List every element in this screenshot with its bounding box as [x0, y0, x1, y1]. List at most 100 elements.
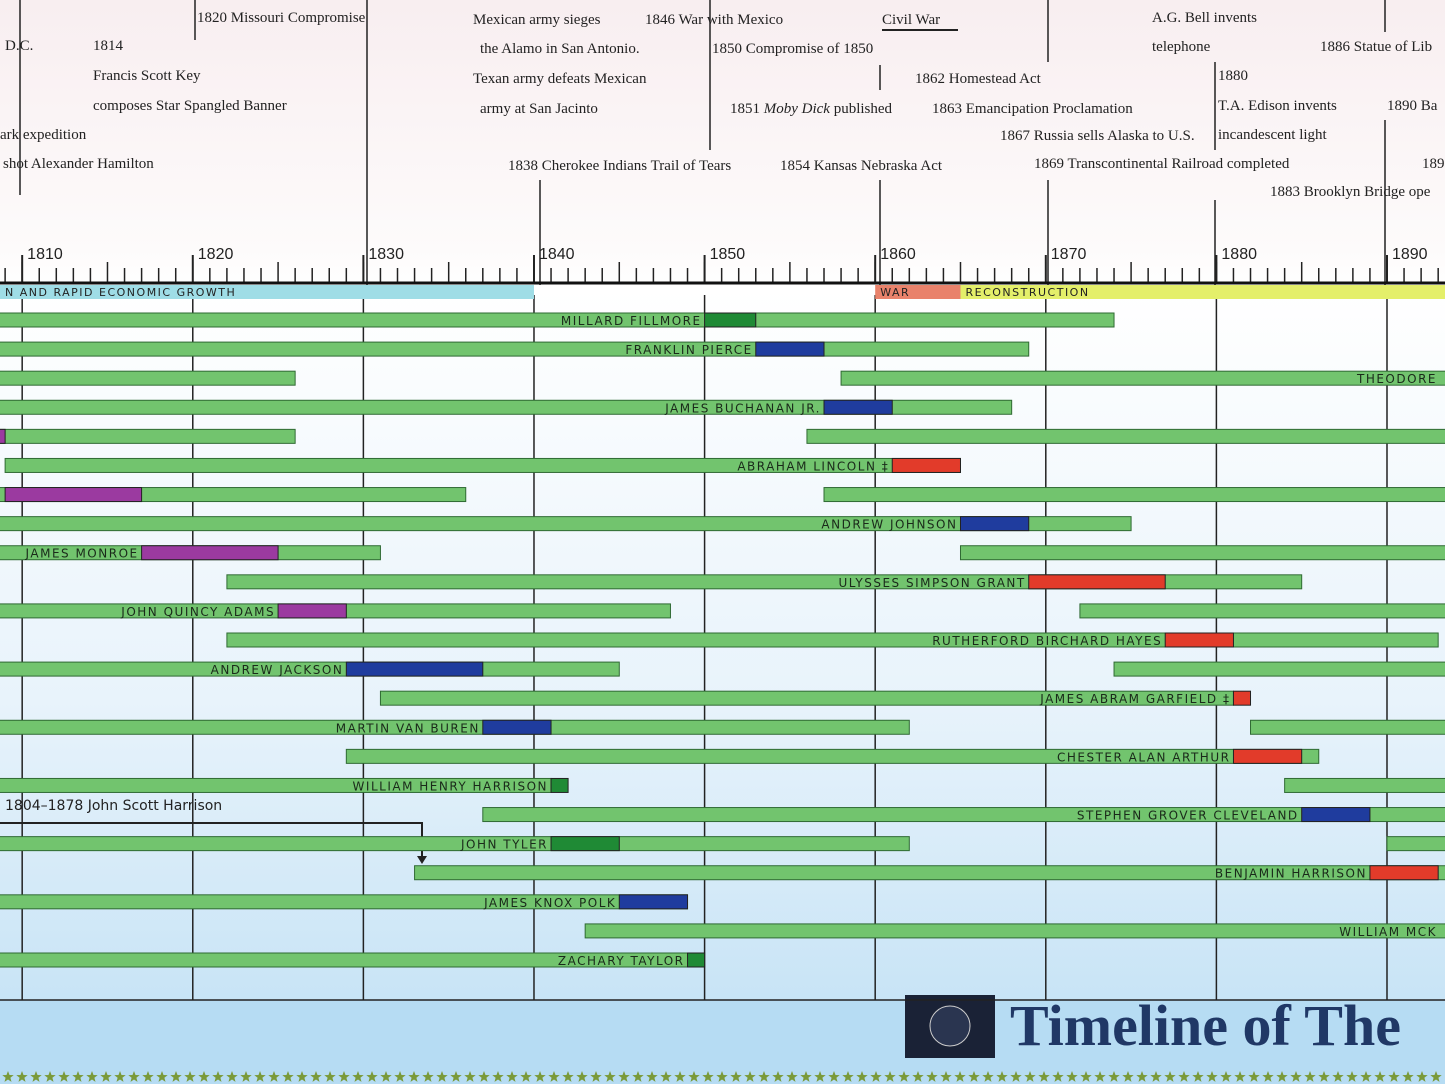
star: [1206, 1071, 1218, 1082]
star: [590, 1071, 602, 1082]
star: [772, 1071, 784, 1082]
tick-label: 1860: [880, 246, 916, 263]
president-name: JAMES KNOX POLK: [483, 896, 616, 910]
star: [1318, 1071, 1330, 1082]
event: 1814: [93, 38, 123, 54]
president-name: ANDREW JACKSON: [211, 663, 344, 677]
term-bar: [1028, 574, 1166, 590]
star: [1150, 1071, 1162, 1082]
event: 1851 Moby Dick published: [730, 101, 892, 118]
life-bar: [0, 836, 910, 852]
star: [912, 1071, 924, 1082]
star: [1164, 1071, 1176, 1082]
star: [1094, 1071, 1106, 1082]
star: [800, 1071, 812, 1082]
term-bar: [141, 545, 279, 561]
life-bar: [0, 719, 910, 735]
star: [870, 1071, 882, 1082]
star: [1416, 1071, 1428, 1082]
president-name: CHESTER ALAN ARTHUR: [1057, 750, 1230, 764]
term-bar: [618, 894, 689, 910]
star: [1122, 1071, 1134, 1082]
life-bar: [1079, 603, 1445, 619]
star: [1346, 1071, 1358, 1082]
star: [954, 1071, 966, 1082]
term-bar: [1164, 632, 1234, 648]
star: [1430, 1071, 1442, 1082]
star: [1276, 1071, 1288, 1082]
event: D.C.: [5, 38, 34, 54]
star: [2, 1071, 14, 1082]
star: [632, 1071, 644, 1082]
star: [380, 1071, 392, 1082]
star: [828, 1071, 840, 1082]
president-name: ZACHARY TAYLOR: [558, 954, 685, 968]
event: 1863 Emancipation Proclamation: [932, 101, 1133, 117]
president-name: WILLIAM HENRY HARRISON: [353, 779, 548, 793]
star: [1290, 1071, 1302, 1082]
star: [1024, 1071, 1036, 1082]
star: [254, 1071, 266, 1082]
term-bar: [687, 952, 706, 968]
event: A.G. Bell invents: [1152, 10, 1257, 26]
president-name: JAMES BUCHANAN JR.: [664, 401, 821, 415]
event: Texan army defeats Mexican: [473, 71, 647, 87]
star: [30, 1071, 42, 1082]
star: [730, 1071, 742, 1082]
star: [352, 1071, 364, 1082]
annotation: 1804–1878 John Scott Harrison: [5, 798, 222, 814]
president-name: THEODORE: [1356, 372, 1437, 386]
star: [744, 1071, 756, 1082]
life-bar: [1113, 661, 1445, 677]
life-bar: [0, 399, 1013, 415]
star: [926, 1071, 938, 1082]
star: [898, 1071, 910, 1082]
tick-label: 1870: [1051, 246, 1087, 263]
star: [184, 1071, 196, 1082]
star: [1262, 1071, 1274, 1082]
star: [716, 1071, 728, 1082]
event: 1820 Missouri Compromise: [197, 10, 366, 26]
term-bar: [550, 777, 569, 793]
event: 1869 Transcontinental Railroad completed: [1034, 156, 1290, 172]
event: published: [833, 101, 893, 117]
president-name: STEPHEN GROVER CLEVELAND: [1077, 809, 1299, 823]
event: 1890 Ba: [1387, 98, 1438, 114]
president-name: JAMES ABRAM GARFIELD ‡: [1039, 692, 1230, 706]
star: [408, 1071, 420, 1082]
president-name: ANDREW JOHNSON: [821, 518, 957, 532]
star: [142, 1071, 154, 1082]
star: [520, 1071, 532, 1082]
life-bar: [1386, 836, 1445, 852]
president-name: ULYSSES SIMPSON GRANT: [839, 576, 1026, 590]
star: [170, 1071, 182, 1082]
star: [1108, 1071, 1120, 1082]
event: 189: [1422, 156, 1445, 172]
event: ark expedition: [0, 127, 87, 143]
star: [646, 1071, 658, 1082]
term-bar: [482, 719, 552, 735]
star: [338, 1071, 350, 1082]
star: [198, 1071, 210, 1082]
star: [1080, 1071, 1092, 1082]
star: [814, 1071, 826, 1082]
era-band: [875, 285, 961, 299]
star: [310, 1071, 322, 1082]
president-name: MARTIN VAN BUREN: [336, 721, 480, 735]
life-bar: [226, 632, 1439, 648]
star: [660, 1071, 672, 1082]
event: 1862 Homestead Act: [915, 71, 1041, 87]
president-name: JAMES MONROE: [25, 547, 139, 561]
tick-label: 1810: [27, 246, 63, 263]
life-bar: [0, 312, 1115, 328]
event: army at San Jacinto: [480, 101, 598, 117]
star: [968, 1071, 980, 1082]
tick-label: 1850: [710, 246, 746, 263]
term-bar: [704, 312, 757, 328]
seal: [929, 1005, 971, 1047]
star: [1388, 1071, 1400, 1082]
term-bar: [959, 516, 1030, 532]
star: [464, 1071, 476, 1082]
star: [1220, 1071, 1232, 1082]
